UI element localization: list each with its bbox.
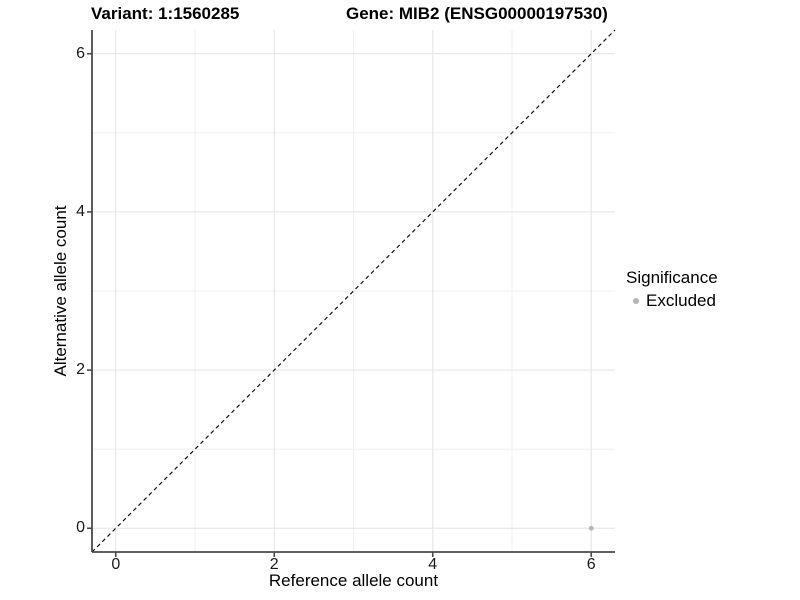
y-tick-label: 6 — [76, 44, 85, 62]
y-axis-title: Alternative allele count — [51, 205, 70, 377]
x-tick-label: 4 — [428, 556, 438, 573]
y-tick-label: 0 — [76, 519, 85, 537]
y-tick-label: 2 — [76, 361, 85, 379]
x-tick-label: 2 — [269, 556, 279, 573]
x-axis-title: Reference allele count — [268, 571, 439, 590]
excluded-point-icon — [633, 298, 639, 304]
legend-item-excluded: Excluded — [626, 292, 718, 310]
identity-dashed-line — [91, 29, 616, 553]
variant-title: Variant: 1:1560285 — [91, 4, 240, 23]
gene-title: Gene: MIB2 (ENSG00000197530) — [346, 4, 608, 23]
x-tick-label: 0 — [111, 556, 121, 573]
legend-item-label: Excluded — [646, 291, 716, 310]
x-tick-label: 6 — [586, 556, 596, 573]
data-point-excluded — [588, 525, 594, 531]
legend-title: Significance — [626, 268, 718, 287]
legend: Significance Excluded — [626, 268, 718, 310]
y-tick-label: 4 — [76, 202, 85, 220]
